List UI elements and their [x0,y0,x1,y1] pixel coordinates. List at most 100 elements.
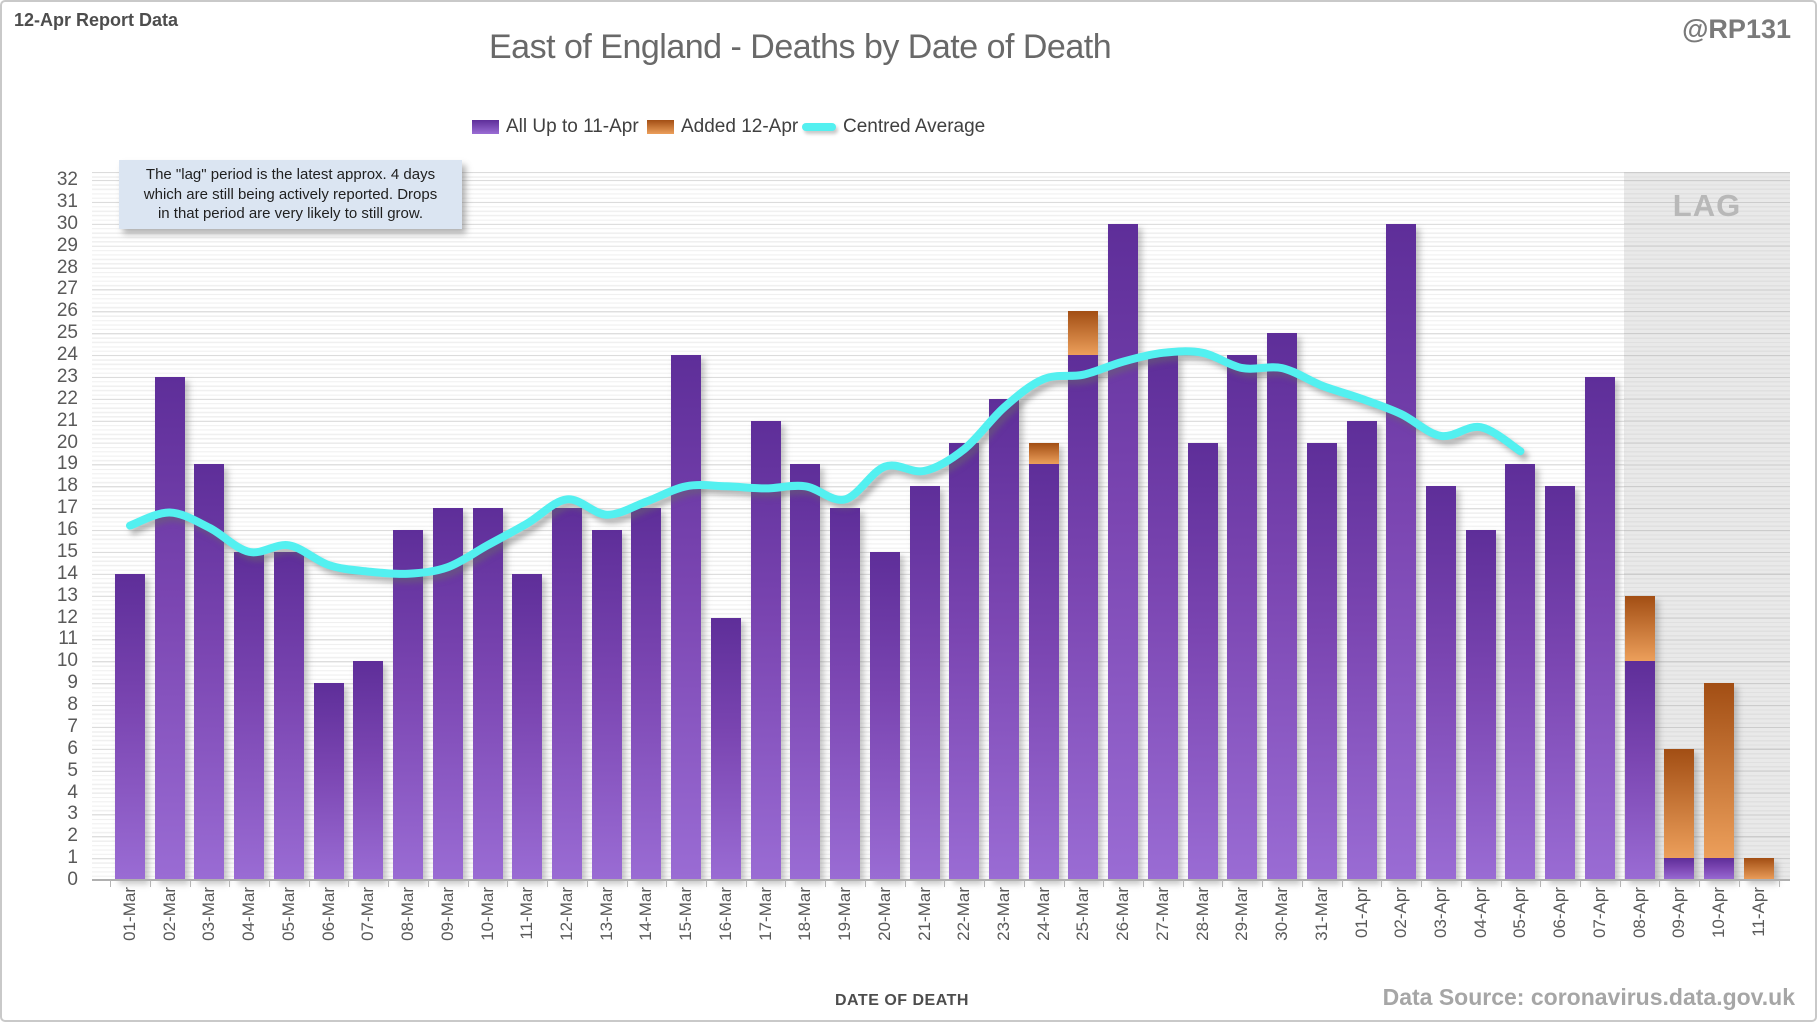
x-axis-tick [1262,880,1264,887]
bar-segment-added-12-apr [1028,442,1059,465]
x-axis-tick-label: 11-Apr [1748,887,1768,937]
x-axis-tick [269,880,271,887]
bar-10-Mar [472,508,503,880]
bar-19-Mar [830,508,861,880]
bar-04-Mar [234,551,265,880]
x-axis-tick [1500,880,1502,887]
bar-06-Apr [1545,486,1576,880]
bar-30-Mar [1267,333,1298,880]
x-axis-tick [1421,880,1423,887]
y-axis-tick-label: 28 [56,256,78,278]
x-axis-tick-label: 10-Apr [1709,887,1729,939]
x-axis-tick-label: 07-Mar [358,887,378,941]
bar-06-Mar [313,683,344,880]
bar-segment-all-up-to-11-apr [393,530,424,880]
y-axis-tick-label: 24 [56,344,78,365]
y-axis-tick-label: 2 [67,825,78,847]
bar-segment-all-up-to-11-apr [194,464,225,880]
x-axis-tick [1301,880,1303,887]
x-axis-tick [1063,880,1065,887]
x-axis-tick [1103,880,1105,887]
bar-segment-all-up-to-11-apr [790,464,821,880]
x-axis-tick-label: 14-Mar [636,887,656,941]
bar-20-Mar [869,551,900,880]
x-axis-tick [110,880,112,887]
x-axis-tick-label: 13-Mar [596,887,616,941]
bar-segment-all-up-to-11-apr [671,355,702,880]
x-axis-tick-label: 04-Mar [239,887,259,941]
x-axis-tick-label: 29-Mar [1232,887,1252,941]
x-axis-tick [427,880,429,887]
x-axis-tick [666,880,668,887]
bar-18-Mar [790,464,821,880]
x-axis-tick-label: 03-Mar [199,887,219,941]
bar-segment-all-up-to-11-apr [353,661,384,880]
bar-segment-all-up-to-11-apr [1147,355,1178,880]
y-axis-tick-label: 9 [67,672,78,694]
bar-segment-all-up-to-11-apr [1346,420,1377,880]
x-axis-tick-label: 17-Mar [755,887,775,941]
bar-01-Mar [115,573,145,880]
legend-label: Centred Average [843,116,986,137]
x-axis-tick-label: 02-Apr [1391,887,1411,939]
bar-segment-all-up-to-11-apr [710,617,741,880]
x-axis-tick [785,880,787,887]
bar-segment-all-up-to-11-apr [273,551,304,880]
x-axis-tick-label: 05-Mar [278,887,298,941]
x-axis-tick-label: 12-Mar [556,887,576,941]
x-axis-tick-label: 16-Mar [715,887,735,941]
bar-segment-added-12-apr [1743,858,1774,880]
bar-16-Mar [710,617,741,880]
x-axis-tick-label: 06-Mar [318,887,338,941]
bar-segment-all-up-to-11-apr [313,683,344,880]
x-axis-tick [626,880,628,887]
y-axis-tick-label: 27 [56,278,78,300]
bar-segment-all-up-to-11-apr [1624,661,1655,880]
x-axis-tick-label: 01-Apr [1351,887,1371,939]
x-axis-tick-label: 10-Mar [477,887,497,941]
bar-24-Mar [1028,442,1059,880]
lag-annotation-box: The "lag" period is the latest approx. 4… [119,160,462,229]
y-axis-tick-label: 20 [56,431,78,453]
x-axis-tick [984,880,986,887]
x-axis-line [92,878,1790,881]
bar-segment-all-up-to-11-apr [512,573,543,880]
x-axis-tick-label: 09-Mar [437,887,457,941]
bar-10-Apr [1704,683,1735,880]
x-axis-tick [507,880,509,887]
bar-11-Apr [1743,858,1774,880]
x-axis-tick-label: 11-Mar [517,887,537,940]
y-axis-tick-label: 15 [56,540,78,562]
y-axis-tick-label: 16 [56,519,78,540]
bar-segment-added-12-apr [1704,683,1735,859]
y-axis-tick-label: 17 [56,497,78,519]
x-axis-tick-label: 26-Mar [1113,887,1133,941]
bar-segment-all-up-to-11-apr [432,508,463,880]
bar-segment-all-up-to-11-apr [1267,333,1298,880]
x-axis-tick [825,880,827,887]
legend-item-all-up-to: All Up to 11-Apr [472,114,639,140]
y-axis-tick-label: 3 [67,803,78,825]
x-axis-tick-label: 15-Mar [676,887,696,941]
x-axis-tick [229,880,231,887]
bar-31-Mar [1306,442,1337,880]
x-axis-tick-label: 22-Mar [954,887,974,941]
x-axis-tick [1381,880,1383,887]
x-axis-tick [1182,880,1184,887]
y-axis-tick-label: 25 [56,322,78,344]
legend-cyan-line-swatch [802,123,836,131]
x-axis-tick [1460,880,1462,887]
bar-segment-all-up-to-11-apr [1465,530,1496,880]
x-axis-tick-label: 20-Mar [874,887,894,941]
bar-07-Apr [1584,376,1615,880]
x-axis-tick [149,880,151,887]
x-axis-tick [1699,880,1701,887]
bar-28-Mar [1187,442,1218,880]
x-axis-tick [586,880,588,887]
x-axis-tick [1619,880,1621,887]
x-axis-title: DATE OF DEATH [835,992,969,1009]
legend-item-added: Added 12-Apr [647,114,798,140]
y-axis-tick-label: 22 [56,387,78,409]
x-axis-tick-label: 18-Mar [795,887,815,941]
x-axis-tick [1540,880,1542,887]
